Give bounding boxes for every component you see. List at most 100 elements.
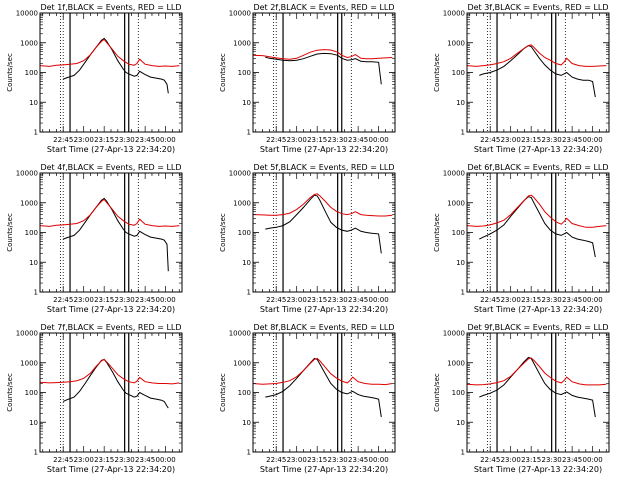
y-axis-label: Counts/sec <box>433 53 441 92</box>
y-tick-label: 1 <box>247 129 251 137</box>
x-tick-label: 23:30 <box>115 296 135 304</box>
x-tick-label: 22:45 <box>53 136 73 144</box>
x-tick-label: 23:30 <box>542 456 562 464</box>
x-tick-label: 00:00 <box>369 296 389 304</box>
y-tick-label: 10000 <box>443 330 465 338</box>
plot-area <box>253 333 395 452</box>
y-tick-label: 10 <box>456 99 465 107</box>
series-line-events <box>62 358 169 409</box>
series-line-events <box>479 196 596 258</box>
x-tick-label: 23:15 <box>307 136 327 144</box>
y-axis-label: Counts/sec <box>6 213 14 252</box>
x-tick-label: 23:45 <box>348 296 368 304</box>
y-tick-label: 10000 <box>229 330 251 338</box>
x-tick-label: 23:00 <box>501 296 521 304</box>
y-tick-label: 1000 <box>20 359 38 367</box>
series-line-lld <box>467 194 607 228</box>
x-tick-label: 22:45 <box>480 296 500 304</box>
plot-area <box>253 173 395 292</box>
panel-title: Det 1f,BLACK = Events, RED = LLD <box>40 3 181 12</box>
x-tick-label: 23:15 <box>307 296 327 304</box>
y-tick-label: 1 <box>34 129 38 137</box>
y-tick-label: 1000 <box>20 39 38 47</box>
plot-area <box>467 333 609 452</box>
y-tick-label: 1000 <box>447 39 465 47</box>
x-tick-label: 23:00 <box>287 296 307 304</box>
y-tick-label: 10000 <box>443 170 465 178</box>
y-tick-label: 100 <box>238 69 251 77</box>
series-line-lld <box>253 49 393 60</box>
y-tick-label: 1 <box>247 449 251 457</box>
y-tick-label: 100 <box>25 389 38 397</box>
panel-det-5: 1 10 100 1000 10000 22:45 23:00 23:15 23:30 23:45… <box>219 163 396 314</box>
plot-area <box>253 13 395 132</box>
panel-det-7: 1 10 100 1000 10000 22:45 23:00 23:15 23:30 23:45… <box>6 323 183 474</box>
y-tick-label: 100 <box>238 389 251 397</box>
y-tick-label: 1000 <box>233 199 251 207</box>
x-tick-label: 23:00 <box>74 456 94 464</box>
x-tick-label: 00:00 <box>156 456 176 464</box>
y-tick-label: 1 <box>461 289 465 297</box>
y-axis-label: Counts/sec <box>433 213 441 252</box>
x-tick-label: 00:00 <box>369 136 389 144</box>
x-axis-label: Start Time (27-Apr-13 22:34:20) <box>474 305 602 314</box>
y-tick-label: 10 <box>242 259 251 267</box>
y-tick-label: 10 <box>29 99 38 107</box>
panel-det-3: 1 10 100 1000 10000 22:45 23:00 23:15 23:30 23:45… <box>433 3 610 154</box>
x-tick-label: 00:00 <box>369 456 389 464</box>
panel-det-9: 1 10 100 1000 10000 22:45 23:00 23:15 23:30 23:45… <box>433 323 610 474</box>
panel-title: Det 7f,BLACK = Events, RED = LLD <box>40 323 181 332</box>
y-tick-label: 100 <box>238 229 251 237</box>
panel-det-1: 1 10 100 1000 10000 22:45 23:00 23:15 23:30 23:45… <box>6 3 183 154</box>
series-line-lld <box>40 38 180 67</box>
x-tick-label: 23:15 <box>94 296 114 304</box>
x-tick-label: 22:45 <box>53 296 73 304</box>
x-tick-label: 23:30 <box>542 296 562 304</box>
y-tick-label: 10 <box>456 419 465 427</box>
panel-det-6: 1 10 100 1000 10000 22:45 23:00 23:15 23:30 23:45… <box>433 163 610 314</box>
x-axis-label: Start Time (27-Apr-13 22:34:20) <box>474 145 602 154</box>
y-tick-label: 10000 <box>16 170 38 178</box>
x-tick-label: 23:45 <box>135 136 155 144</box>
x-tick-label: 00:00 <box>156 136 176 144</box>
y-tick-label: 10 <box>456 259 465 267</box>
plot-area <box>40 13 182 132</box>
y-tick-label: 10000 <box>16 330 38 338</box>
x-tick-label: 23:15 <box>521 456 541 464</box>
x-axis-label: Start Time (27-Apr-13 22:34:20) <box>260 465 388 474</box>
x-tick-label: 22:45 <box>266 136 286 144</box>
panel-title: Det 2f,BLACK = Events, RED = LLD <box>253 3 394 12</box>
y-tick-label: 100 <box>25 229 38 237</box>
y-tick-label: 1000 <box>447 199 465 207</box>
x-tick-label: 23:45 <box>562 296 582 304</box>
x-tick-label: 23:00 <box>287 456 307 464</box>
y-tick-label: 1000 <box>447 359 465 367</box>
y-tick-label: 10 <box>242 419 251 427</box>
series-line-events <box>265 52 382 85</box>
x-tick-label: 23:45 <box>348 456 368 464</box>
x-tick-label: 23:45 <box>562 456 582 464</box>
x-tick-label: 00:00 <box>583 136 603 144</box>
x-tick-label: 23:30 <box>115 136 135 144</box>
y-axis-label: Counts/sec <box>219 53 227 92</box>
panel-det-4: 1 10 100 1000 10000 22:45 23:00 23:15 23:30 23:45… <box>6 163 183 314</box>
plot-area <box>40 333 182 452</box>
panel-det-8: 1 10 100 1000 10000 22:45 23:00 23:15 23:30 23:45… <box>219 323 396 474</box>
x-tick-label: 22:45 <box>480 456 500 464</box>
y-tick-label: 10 <box>29 419 38 427</box>
y-tick-label: 1000 <box>233 359 251 367</box>
x-tick-label: 23:00 <box>74 136 94 144</box>
y-tick-label: 100 <box>452 389 465 397</box>
x-tick-label: 00:00 <box>156 296 176 304</box>
panel-title: Det 9f,BLACK = Events, RED = LLD <box>467 323 608 332</box>
y-axis-label: Counts/sec <box>6 373 14 412</box>
panel-title: Det 5f,BLACK = Events, RED = LLD <box>253 163 394 172</box>
y-tick-label: 10000 <box>229 170 251 178</box>
x-tick-label: 23:00 <box>501 456 521 464</box>
x-tick-label: 23:30 <box>328 296 348 304</box>
x-axis-label: Start Time (27-Apr-13 22:34:20) <box>474 465 602 474</box>
series-line-events <box>265 194 382 254</box>
x-tick-label: 00:00 <box>583 456 603 464</box>
x-tick-label: 22:45 <box>480 136 500 144</box>
